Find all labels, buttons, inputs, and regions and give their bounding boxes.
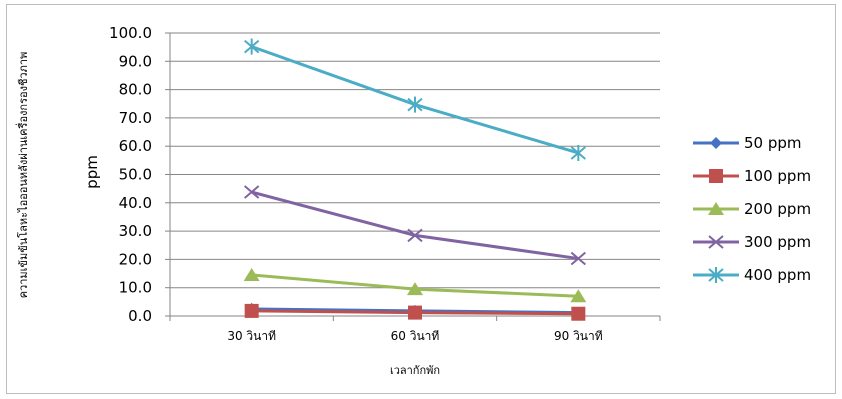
data-point [407,96,423,113]
y-tick-label: 20.0 [119,250,152,268]
x-axis-ticks: 30 วินาที 60 วินาที 90 วินาที [169,316,661,343]
y-tick-label: 30.0 [119,222,152,240]
y-tick-label: 50.0 [119,166,152,184]
y-tick-label: 0.0 [128,307,152,325]
x-tick-label: 60 วินาที [391,329,440,343]
legend-marker [710,137,722,149]
y-axis-unit-label: ppm [83,155,101,189]
data-point [571,306,586,321]
y-tick-label: 90.0 [119,52,152,70]
y-tick-label: 80.0 [119,81,152,99]
y-tick-label: 100.0 [109,24,152,42]
legend-label: 100 ppm [744,167,811,185]
y-tick-label: 70.0 [119,109,152,127]
legend-label: 300 ppm [744,233,811,251]
y-tick-label: 10.0 [119,279,152,297]
legend-item: 200 ppm [693,200,811,218]
y-axis-ticks: 0.0 10.0 20.0 30.0 40.0 50.0 60.0 70.0 80.0 90.0 1… [109,24,170,325]
data-point [570,144,586,161]
legend-label: 200 ppm [744,200,811,218]
legend-item: 50 ppm [693,134,802,152]
legend-marker [708,202,724,215]
legend-item: 300 ppm [693,233,811,251]
chart-frame [6,4,836,394]
y-tick-label: 60.0 [119,137,152,155]
y-axis-label: ความเข้มข้นโลหะไอออนหลังผ่านเครื่องกรองช… [15,52,30,299]
y-tick-label: 40.0 [119,194,152,212]
gridlines [170,32,660,317]
data-point [407,282,423,296]
data-point [407,228,423,243]
legend-label: 400 ppm [744,266,811,284]
data-point [244,185,260,199]
data-point [244,38,260,55]
data-point [570,289,587,303]
legend-marker [708,235,724,249]
legend-label: 50 ppm [744,134,802,152]
legend-item: 100 ppm [693,167,811,185]
data-point [244,303,259,318]
legend-item: 400 ppm [693,266,811,284]
data-point [243,267,260,281]
legend: 50 ppm 100 ppm 200 ppm 300 ppm 400 ppm [693,134,811,284]
x-axis-label: เวลากักพัก [390,364,440,377]
series-group [243,38,587,321]
data-point [570,251,586,266]
x-tick-label: 30 วินาที [227,329,276,343]
x-tick-label: 90 วินาที [554,329,603,343]
legend-marker [709,169,723,183]
data-point [408,305,422,320]
legend-marker [708,267,724,283]
series-line [251,190,579,261]
